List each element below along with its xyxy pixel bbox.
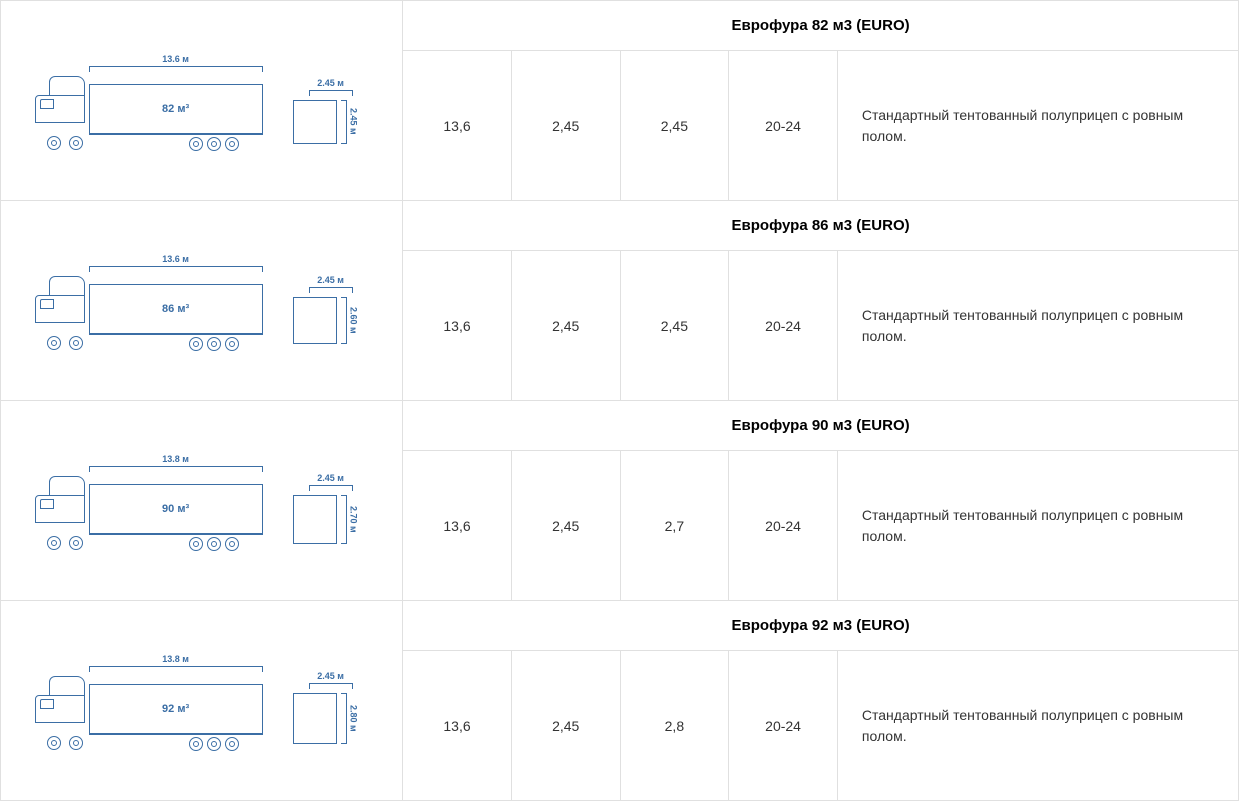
truck-title-row: 13.8 м 90 м³ [1,401,1239,451]
truck-title-row: 13.6 м 86 м³ [1,201,1239,251]
truck-spec-table: 13.6 м 82 м³ [0,0,1239,801]
rear-box-icon [293,495,337,544]
truck-title-row: 13.8 м 92 м³ [1,601,1239,651]
length-dimension-label: 13.6 м [89,54,263,64]
truck-diagram: 13.8 м 90 м³ [1,438,402,564]
truck-title: Еврофура 86 м3 (EURO) [403,201,1239,251]
width-value: 2,45 [511,51,620,201]
truck-title: Еврофура 82 м3 (EURO) [403,1,1239,51]
volume-label: 92 м³ [162,703,189,715]
width-dimension-bar [309,485,353,491]
height-dimension-bar [341,495,347,544]
height-value: 2,7 [620,451,729,601]
width-dimension-bar [309,90,353,96]
width-dimension-bar [309,683,353,689]
height-value: 2,45 [620,51,729,201]
length-dimension-bar [89,266,263,272]
length-dimension-label: 13.8 м [89,454,263,464]
height-dimension-bar [341,100,347,144]
length-dimension-label: 13.6 м [89,254,263,264]
width-value: 2,45 [511,651,620,801]
truck-side-view: 13.6 м 86 м³ [35,254,275,344]
height-dimension-label: 2.45 м [349,108,359,135]
truck-rear-view: 2.45 м 2.80 м [293,671,369,744]
length-dimension-bar [89,466,263,472]
truck-side-view: 13.8 м 92 м³ [35,654,275,744]
length-dimension-bar [89,66,263,72]
description-value: Стандартный тентованный полуприцеп с ров… [837,51,1238,201]
width-dimension-bar [309,287,353,293]
truck-cab-icon [35,276,89,334]
volume-label: 90 м³ [162,503,189,515]
truck-cab-icon [35,76,89,134]
truck-diagram: 13.8 м 92 м³ [1,638,402,764]
truck-rear-view: 2.45 м 2.45 м [293,78,369,144]
volume-label: 86 м³ [162,303,189,315]
truck-side-view: 13.6 м 82 м³ [35,54,275,144]
description-value: Стандартный тентованный полуприцеп с ров… [837,651,1238,801]
height-dimension-bar [341,297,347,344]
width-dimension-label: 2.45 м [317,473,344,483]
truck-title: Еврофура 92 м3 (EURO) [403,601,1239,651]
truck-diagram: 13.6 м 86 м³ [1,238,402,364]
truck-title: Еврофура 90 м3 (EURO) [403,401,1239,451]
length-value: 13,6 [403,451,512,601]
capacity-value: 20-24 [729,651,838,801]
height-value: 2,8 [620,651,729,801]
width-dimension-label: 2.45 м [317,275,344,285]
rear-box-icon [293,693,337,744]
width-dimension-label: 2.45 м [317,78,344,88]
length-value: 13,6 [403,651,512,801]
capacity-value: 20-24 [729,451,838,601]
length-value: 13,6 [403,51,512,201]
rear-box-icon [293,297,337,344]
length-dimension-bar [89,666,263,672]
truck-side-view: 13.8 м 90 м³ [35,454,275,544]
width-value: 2,45 [511,451,620,601]
length-dimension-label: 13.8 м [89,654,263,664]
truck-title-row: 13.6 м 82 м³ [1,1,1239,51]
height-dimension-label: 2.70 м [349,506,359,533]
capacity-value: 20-24 [729,51,838,201]
description-value: Стандартный тентованный полуприцеп с ров… [837,251,1238,401]
rear-box-icon [293,100,337,144]
capacity-value: 20-24 [729,251,838,401]
width-value: 2,45 [511,251,620,401]
volume-label: 82 м³ [162,103,189,115]
length-value: 13,6 [403,251,512,401]
width-dimension-label: 2.45 м [317,671,344,681]
height-dimension-label: 2.60 м [349,307,359,334]
truck-trailer-icon: 90 м³ [89,484,263,534]
description-value: Стандартный тентованный полуприцеп с ров… [837,451,1238,601]
truck-trailer-icon: 82 м³ [89,84,263,134]
truck-rear-view: 2.45 м 2.60 м [293,275,369,344]
truck-cab-icon [35,476,89,534]
height-dimension-label: 2.80 м [349,705,359,732]
truck-cab-icon [35,676,89,734]
truck-diagram: 13.6 м 82 м³ [1,38,402,164]
truck-trailer-icon: 86 м³ [89,284,263,334]
truck-trailer-icon: 92 м³ [89,684,263,734]
height-value: 2,45 [620,251,729,401]
height-dimension-bar [341,693,347,744]
truck-rear-view: 2.45 м 2.70 м [293,473,369,544]
